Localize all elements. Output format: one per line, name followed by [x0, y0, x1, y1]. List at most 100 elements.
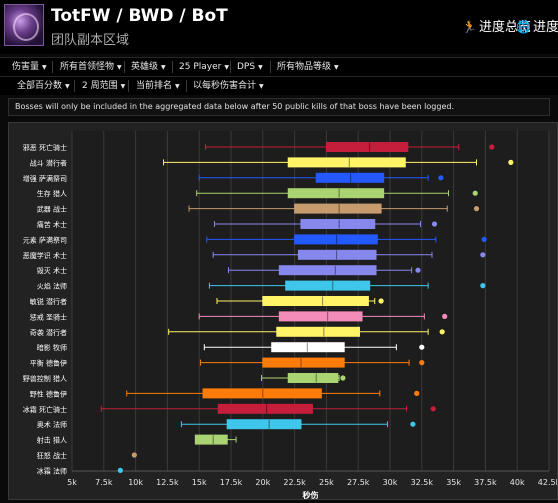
box — [287, 373, 339, 383]
dps-box-plot: 5k 7.5k 10k 12.5k 15k 17.5k 20k 22.5k 25k 27.5k 30… — [23, 131, 558, 500]
box — [294, 203, 382, 214]
x-tick-label: 35k — [446, 478, 461, 487]
time-range-dropdown[interactable]: 2 周范围 ▼ — [82, 81, 126, 91]
box — [325, 142, 409, 152]
series-label: 敏锐 潜行者 — [30, 297, 67, 306]
aggregation-dropdown[interactable]: 以每秒伤害合计 ▼ — [193, 81, 264, 91]
options-menu-bar: 全部百分数 ▼ 2 周范围 ▼ 当前排名 ▼ 以每秒伤害合计 ▼ — [0, 76, 558, 95]
box — [297, 249, 377, 260]
series-label: 战斗 潜行者 — [30, 158, 67, 167]
series-label: 奥术 法师 — [37, 420, 67, 429]
ranking-dropdown[interactable]: 当前排名 ▼ — [136, 81, 180, 91]
x-tick-label: 15k — [192, 478, 207, 487]
metric-dropdown[interactable]: 伤害量 ▼ — [12, 62, 47, 72]
series-label: 冰霜 死亡骑士 — [23, 405, 67, 414]
box — [226, 419, 302, 430]
outlier-point — [410, 421, 416, 427]
x-tick-label: 5k — [67, 478, 77, 487]
series-label: 毁灭 术士 — [37, 266, 67, 275]
series-label: 邪恶 死亡骑士 — [23, 143, 67, 152]
progress-link[interactable]: 🌐 进度 — [516, 16, 558, 35]
x-tick-label: 27.5k — [347, 478, 370, 487]
series-label: 元素 萨满祭司 — [23, 235, 67, 244]
progress-label: 进度 — [532, 20, 558, 35]
running-icon: 🏃 — [462, 20, 477, 34]
series-label: 暗影 牧师 — [37, 343, 67, 352]
box — [262, 296, 369, 306]
outlier-point — [480, 283, 486, 289]
series-label: 野兽控制 猎人 — [23, 374, 67, 383]
boss-dropdown[interactable]: 所有首领怪物 ▼ — [60, 62, 122, 72]
box — [315, 172, 385, 183]
outlier-point — [419, 344, 425, 350]
series-label: 增强 萨满祭司 — [23, 174, 67, 183]
series-label: 火焰 法师 — [37, 282, 67, 291]
x-tick-label: 42.5k — [538, 478, 557, 487]
box — [262, 357, 345, 368]
outlier-point — [340, 375, 346, 381]
filter-menu-bar: 伤害量 ▼ 所有首领怪物 ▼ 英雄级 ▼ 25 Player ▼ DPS ▼ 所有物品等级… — [0, 57, 558, 76]
x-tick-label: 22.5k — [283, 478, 306, 487]
raid-logo — [4, 4, 44, 46]
size-dropdown[interactable]: 25 Player ▼ — [179, 62, 229, 72]
box — [276, 326, 360, 337]
x-tick-label: 10k — [128, 478, 143, 487]
series-label: 武器 战士 — [37, 205, 67, 214]
series-label: 平衡 德鲁伊 — [30, 359, 67, 368]
x-tick-label: 7.5k — [95, 478, 113, 487]
box — [271, 342, 345, 353]
series-label: 恶魔学识 术士 — [23, 251, 67, 260]
progress-overview-label: 进度总览 — [478, 20, 531, 35]
box — [294, 234, 378, 245]
outlier-point — [489, 144, 495, 150]
page-header: TotFW / BWD / BoT 团队副本区域 🏃 进度总览 🌐 进度 — [0, 0, 558, 54]
series-label: 奇袭 潜行者 — [30, 328, 67, 337]
item-level-dropdown[interactable]: 所有物品等级 ▼ — [277, 62, 339, 72]
x-axis-label: 秒伤 — [303, 490, 319, 499]
series-label: 狂怒 战士 — [37, 451, 67, 460]
x-tick-label: 40k — [510, 478, 525, 487]
series-label: 生存 猎人 — [37, 189, 67, 198]
series-label: 野性 德鲁伊 — [30, 389, 67, 398]
x-tick-label: 12.5k — [156, 478, 179, 487]
outlier-point — [415, 267, 421, 273]
outlier-point — [430, 406, 436, 412]
x-tick-label: 32.5k — [411, 478, 434, 487]
difficulty-dropdown[interactable]: 英雄级 ▼ — [131, 62, 166, 72]
box — [287, 157, 406, 168]
outlier-point — [414, 390, 420, 396]
box — [300, 219, 376, 229]
percentile-dropdown[interactable]: 全部百分数 ▼ — [17, 81, 70, 91]
notice-banner: Bosses will only be included in the aggr… — [8, 98, 550, 116]
box — [278, 311, 363, 322]
page-title: TotFW / BWD / BoT — [51, 6, 228, 26]
role-dropdown[interactable]: DPS ▼ — [237, 62, 263, 72]
outlier-point — [438, 175, 444, 181]
x-tick-label: 17.5k — [220, 478, 243, 487]
dps-box-plot-panel: 5k 7.5k 10k 12.5k 15k 17.5k 20k 22.5k 25k 27.5k 30… — [8, 122, 558, 500]
outlier-point — [439, 329, 445, 335]
outlier-point — [419, 360, 425, 366]
series-label: 痛苦 术士 — [37, 220, 67, 229]
outlier-point — [480, 252, 486, 258]
outlier-point — [378, 298, 384, 304]
outlier-point — [473, 206, 480, 212]
progress-overview-link[interactable]: 🏃 进度总览 — [462, 16, 531, 35]
outlier-point — [431, 221, 438, 227]
outlier-point — [472, 190, 478, 196]
series-label: 冰霜 法师 — [37, 466, 67, 475]
outlier-point — [442, 313, 448, 319]
outlier-point — [131, 452, 137, 458]
x-tick-label: 20k — [255, 478, 270, 487]
series-label: 射击 猎人 — [37, 436, 67, 445]
box — [194, 434, 228, 445]
series-label: 惩戒 圣骑士 — [30, 312, 67, 321]
outlier-point — [481, 236, 487, 242]
page-subtitle: 团队副本区域 — [51, 33, 130, 48]
box — [202, 388, 322, 399]
x-tick-label: 30k — [383, 478, 398, 487]
x-tick-label: 25k — [319, 478, 334, 487]
box — [285, 280, 371, 291]
box — [217, 403, 313, 414]
box — [287, 188, 385, 199]
